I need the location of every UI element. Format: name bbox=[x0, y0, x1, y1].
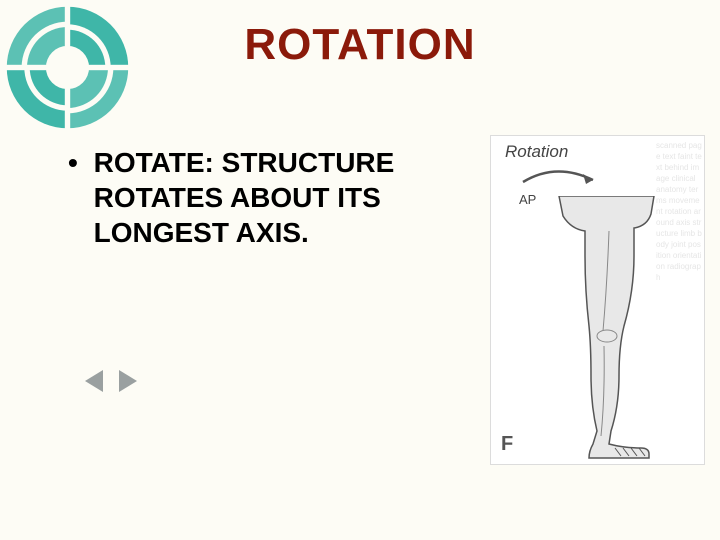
rotation-figure: scanned page text faint text behind imag… bbox=[490, 135, 705, 465]
slide-title: ROTATION bbox=[0, 20, 720, 70]
bullet-item: • ROTATE: STRUCTURE ROTATES ABOUT ITS LO… bbox=[68, 145, 478, 250]
nav-controls bbox=[85, 370, 149, 397]
ap-label: AP bbox=[519, 192, 536, 207]
bullet-marker: • bbox=[68, 145, 78, 180]
next-slide-button[interactable] bbox=[119, 370, 137, 392]
leg-illustration bbox=[549, 196, 659, 461]
panel-label: F bbox=[501, 433, 513, 456]
figure-background-text: scanned page text faint text behind imag… bbox=[654, 136, 704, 464]
rotation-arrow-icon bbox=[511, 166, 601, 194]
rotation-label: Rotation bbox=[505, 142, 568, 162]
prev-slide-button[interactable] bbox=[85, 370, 103, 392]
bullet-text: ROTATE: STRUCTURE ROTATES ABOUT ITS LONG… bbox=[94, 145, 464, 250]
